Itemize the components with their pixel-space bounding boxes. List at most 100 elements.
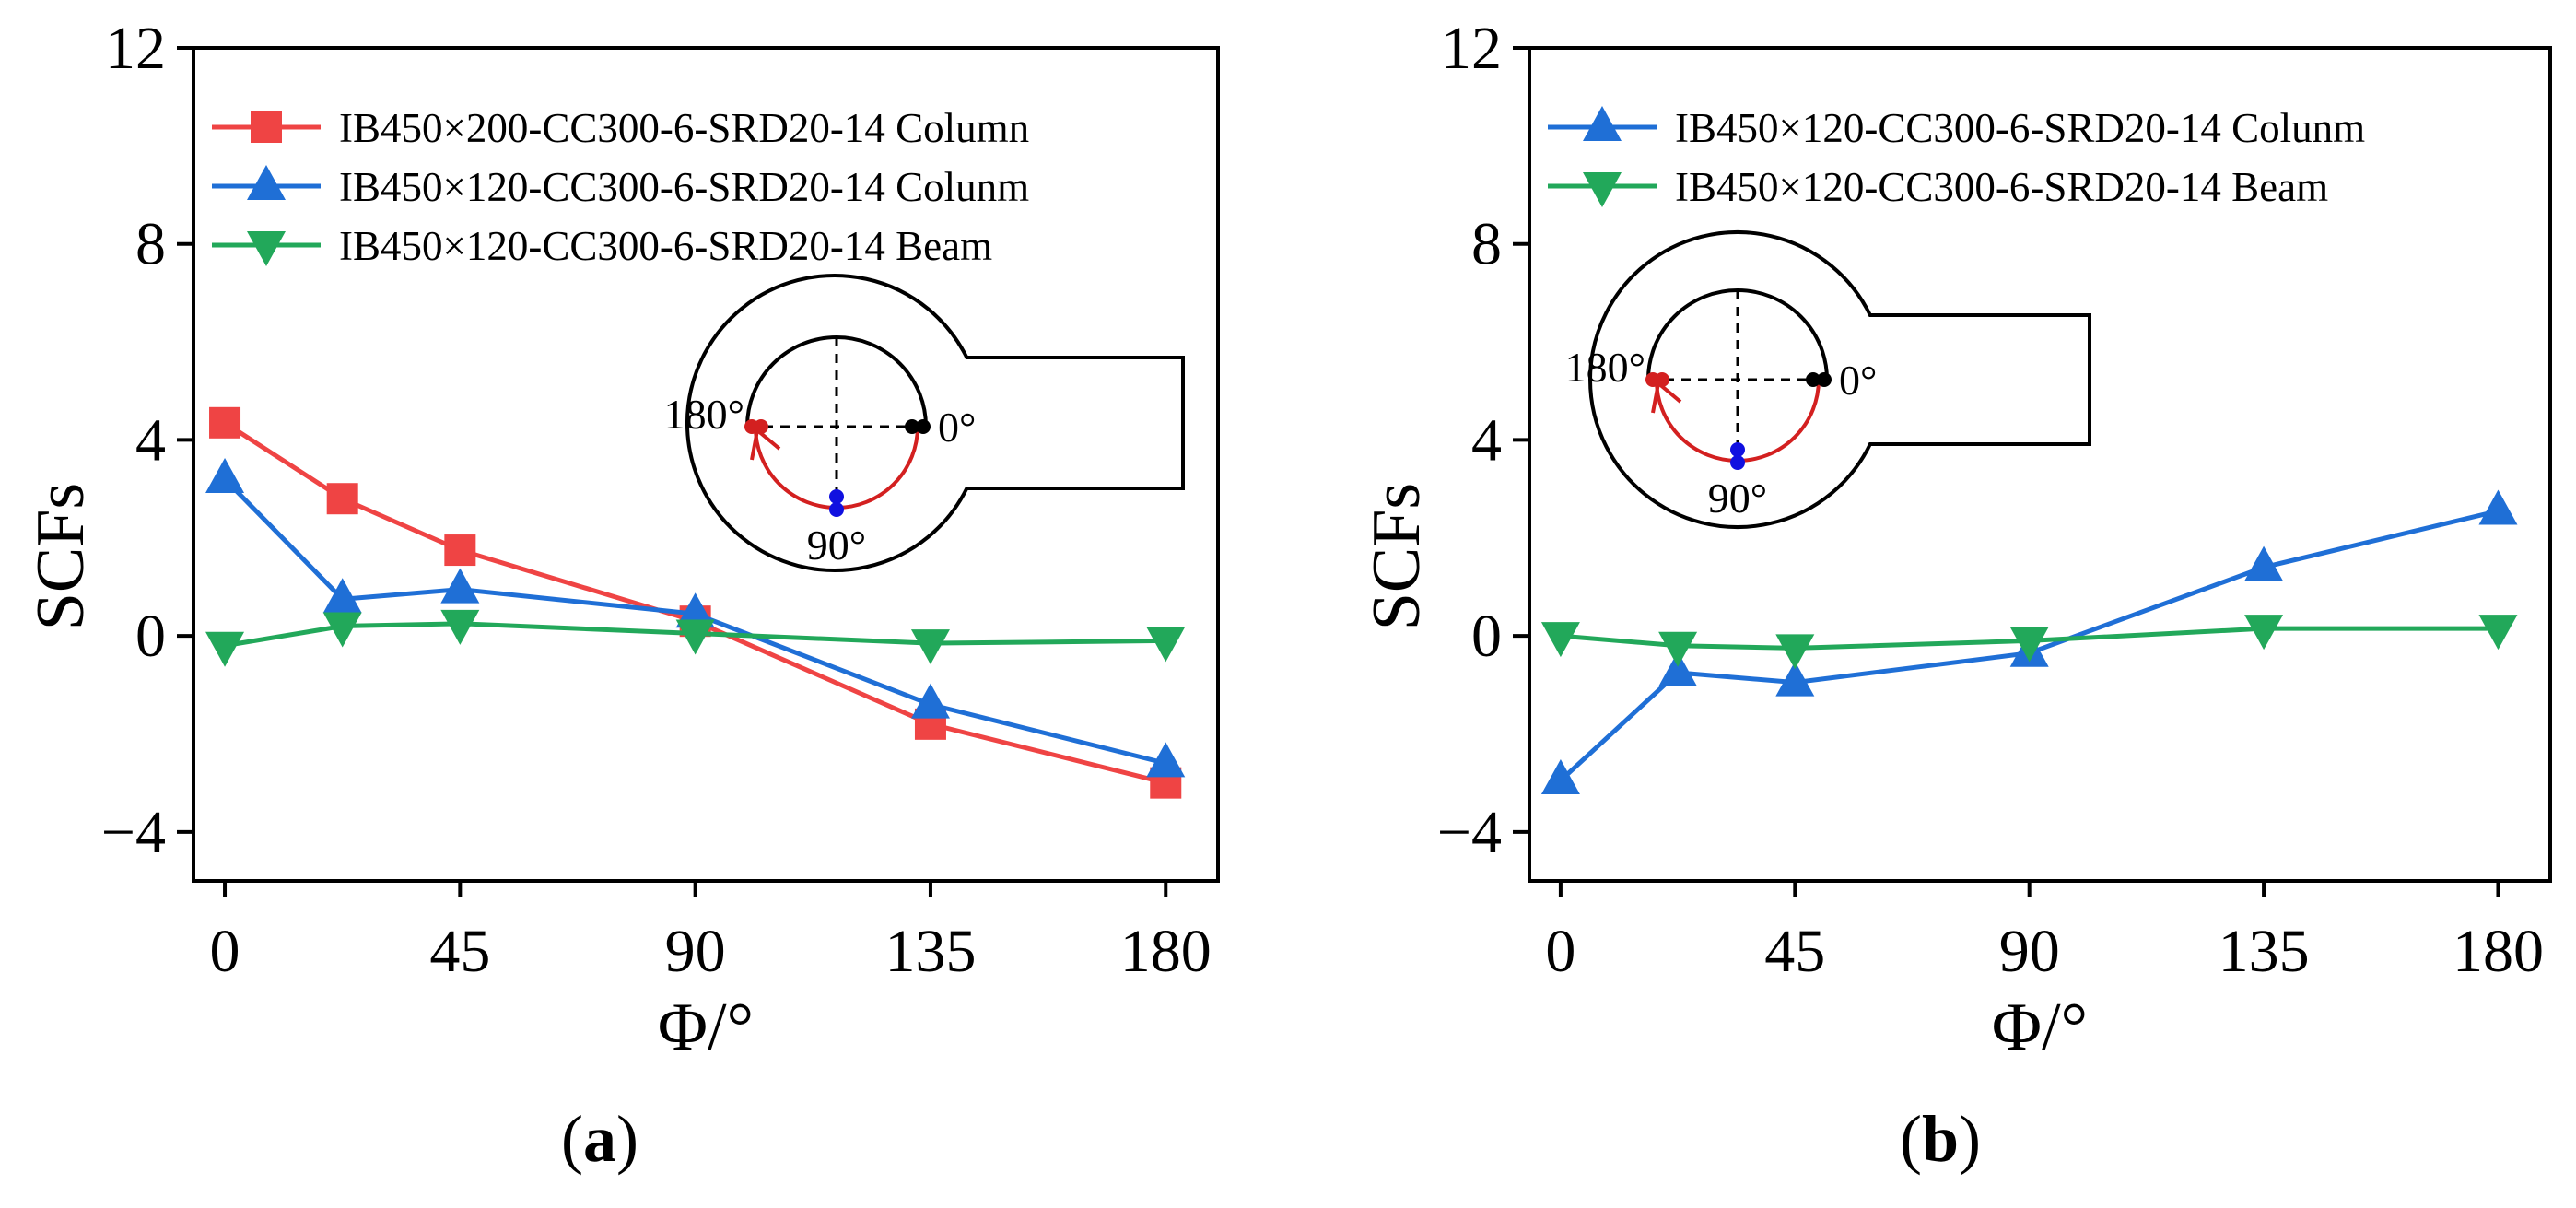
x-tick-label: 90: [1999, 918, 2060, 985]
x-tick-label: 0: [210, 918, 240, 985]
x-axis-title: Φ/°: [1992, 990, 2088, 1065]
position-dot: [1806, 372, 1821, 387]
plot-frame: [1528, 46, 2552, 883]
caption-letter: b: [1922, 1102, 1959, 1176]
legend-marker: [251, 111, 282, 143]
legend-label: IB450×120-CC300-6-SRD20-14 Colunm: [1675, 105, 2365, 151]
y-tick-label: 4: [1471, 406, 1502, 474]
y-tick-label: −4: [1437, 799, 1502, 866]
y-tick-label: 4: [135, 406, 166, 474]
data-point: [440, 609, 480, 645]
data-point: [2244, 545, 2284, 581]
data-point: [326, 483, 358, 515]
data-point: [2244, 615, 2284, 651]
data-point: [2009, 627, 2049, 663]
data-point: [2478, 489, 2518, 525]
x-tick-label: 135: [2219, 918, 2310, 985]
inset-diagram: 180° 0° 90°: [1565, 230, 2091, 529]
position-dot: [744, 419, 759, 434]
data-point: [1146, 627, 1186, 663]
y-axis-title: SCFs: [23, 483, 99, 630]
data-point: [1540, 758, 1580, 794]
series-line: [224, 621, 1166, 649]
legend-label: IB450×120-CC300-6-SRD20-14 Colunm: [339, 164, 1029, 210]
upper-arc: [1646, 288, 1829, 381]
angle-label-90: 90°: [1708, 475, 1767, 522]
series-line: [223, 477, 1166, 766]
legend-marker: [1583, 106, 1622, 141]
y-tick-label: 0: [135, 603, 166, 670]
angle-label-0: 0°: [938, 404, 976, 451]
x-tick-label: 45: [1764, 918, 1825, 985]
data-point: [205, 631, 245, 667]
x-tick-label: 0: [1545, 918, 1575, 985]
position-dot: [1730, 442, 1745, 457]
arrow-icon: [750, 427, 781, 461]
data-point: [322, 578, 362, 614]
legend-label: IB450×120-CC300-6-SRD20-14 Beam: [339, 223, 992, 269]
position-dot: [1817, 372, 1832, 387]
position-dot: [905, 419, 919, 434]
position-dot: [1645, 372, 1660, 387]
position-dot: [829, 489, 844, 504]
position-dot: [829, 502, 844, 517]
panel-a: 0 45 90 135 180 −4 0 4 8 12 Φ/° SCFs IB450×200-CC300…: [23, 15, 1220, 1176]
data-point: [675, 619, 715, 655]
data-point: [440, 568, 480, 604]
data-point: [1658, 651, 1698, 686]
panel-caption: (b): [1900, 1102, 1981, 1176]
data-point: [209, 406, 241, 439]
legend-marker: [247, 231, 286, 266]
data-point: [910, 629, 950, 665]
x-tick-label: 180: [2453, 918, 2544, 985]
angle-label-180: 180°: [1565, 344, 1645, 391]
data-point: [910, 683, 950, 719]
series-1: [1540, 615, 2518, 670]
x-tick-label: 135: [884, 918, 976, 985]
series-1: [205, 457, 1186, 778]
legend-label: IB450×200-CC300-6-SRD20-14 Column: [339, 105, 1029, 151]
data-point: [1146, 742, 1186, 778]
legend: IB450×120-CC300-6-SRD20-14 Colunm IB450×1…: [1548, 105, 2365, 210]
inset-diagram: 180° 0° 90°: [664, 274, 1185, 572]
angle-label-90: 90°: [807, 522, 866, 569]
y-tick-label: 0: [1471, 603, 1502, 670]
plot-frame: [192, 46, 1220, 883]
position-dot: [1730, 455, 1745, 470]
data-point: [1775, 661, 1815, 697]
data-point: [444, 534, 476, 567]
data-point: [675, 592, 715, 628]
angle-label-180: 180°: [664, 391, 744, 438]
y-axis-title: SCFs: [1359, 483, 1434, 630]
x-tick-label: 180: [1120, 918, 1212, 985]
x-tick-label: 90: [665, 918, 726, 985]
arrow-icon: [1651, 380, 1682, 414]
series-2: [205, 609, 1186, 667]
y-tick-label: 8: [135, 211, 166, 278]
legend-marker: [1583, 172, 1622, 207]
y-tick-label: 12: [105, 15, 166, 82]
legend-marker: [247, 165, 286, 200]
series-line: [223, 420, 1166, 786]
data-point: [1540, 622, 1580, 658]
angle-label-0: 0°: [1839, 357, 1877, 404]
y-tick-label: −4: [101, 799, 166, 866]
legend: IB450×200-CC300-6-SRD20-14 Column IB450×1…: [212, 105, 1029, 269]
data-point: [1775, 634, 1815, 670]
legend-label: IB450×120-CC300-6-SRD20-14 Beam: [1675, 164, 2328, 210]
data-point: [1658, 631, 1698, 667]
x-axis-title: Φ/°: [658, 990, 754, 1065]
data-point: [322, 612, 362, 648]
series-line: [1560, 626, 2499, 651]
panel-caption: (a): [561, 1102, 638, 1176]
data-point: [2478, 615, 2518, 651]
data-point: [205, 457, 245, 493]
y-tick-label: 12: [1441, 15, 1502, 82]
position-dot: [916, 419, 931, 434]
series-line: [1559, 509, 2500, 782]
upper-arc: [745, 335, 928, 428]
keyhole-outline: [1588, 230, 2091, 529]
y-tick-label: 8: [1471, 211, 1502, 278]
keyhole-outline: [685, 274, 1185, 572]
